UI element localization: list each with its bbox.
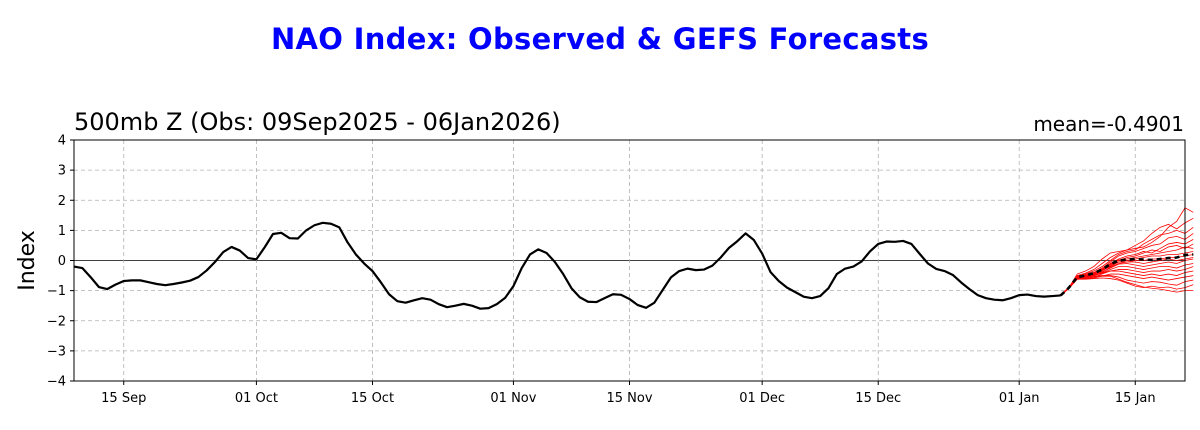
- x-tick-label: 01 Jan: [999, 391, 1040, 406]
- y-tick-label: 4: [58, 134, 66, 149]
- ensemble-member-line: [1060, 217, 1194, 296]
- line-layer: [73, 221, 1194, 310]
- y-tick-label: 3: [58, 164, 66, 179]
- x-tick-label: 01 Oct: [235, 391, 278, 406]
- mean-label: mean=-0.4901: [1033, 112, 1184, 136]
- axis-layer: −4 −3 −2 −1 0 1 2 3 4 15 Sep 01 Oct 15 Oct 01 Nov 15 …: [47, 134, 1186, 406]
- y-axis-label: Index: [15, 230, 40, 291]
- ensemble-member-line: [1060, 251, 1194, 296]
- x-tick-label: 15 Oct: [351, 391, 394, 406]
- y-tick-label: −4: [47, 375, 66, 390]
- y-tick-label: −3: [47, 344, 66, 359]
- ensemble-member-line: [1060, 275, 1194, 296]
- x-tick-label: 15 Dec: [855, 391, 901, 406]
- observed-line: [73, 221, 1061, 310]
- plot-frame: [73, 139, 1186, 382]
- x-tick-label: 15 Sep: [101, 391, 146, 406]
- y-tick-label: −2: [47, 314, 66, 329]
- x-tick-label: 15 Nov: [606, 391, 652, 406]
- x-tick-label: 01 Dec: [739, 391, 785, 406]
- x-tick-label: 01 Nov: [490, 391, 536, 406]
- ensemble-mean-line: [1059, 253, 1194, 297]
- grid-layer: [74, 140, 1185, 381]
- y-tick-label: −1: [47, 284, 66, 299]
- y-tick-label: 0: [58, 254, 66, 269]
- ensemble-layer: [1060, 207, 1194, 296]
- ensemble-member-line: [1060, 266, 1194, 296]
- chart-subtitle: 500mb Z (Obs: 09Sep2025 - 06Jan2026): [74, 108, 561, 136]
- chart-title: NAO Index: Observed & GEFS Forecasts: [270, 22, 930, 56]
- ensemble-member-line: [1060, 227, 1194, 296]
- x-tick-label: 15 Jan: [1115, 391, 1156, 406]
- y-tick-label: 1: [58, 224, 66, 239]
- y-tick-label: 2: [58, 194, 66, 209]
- ensemble-member-line: [1060, 277, 1194, 296]
